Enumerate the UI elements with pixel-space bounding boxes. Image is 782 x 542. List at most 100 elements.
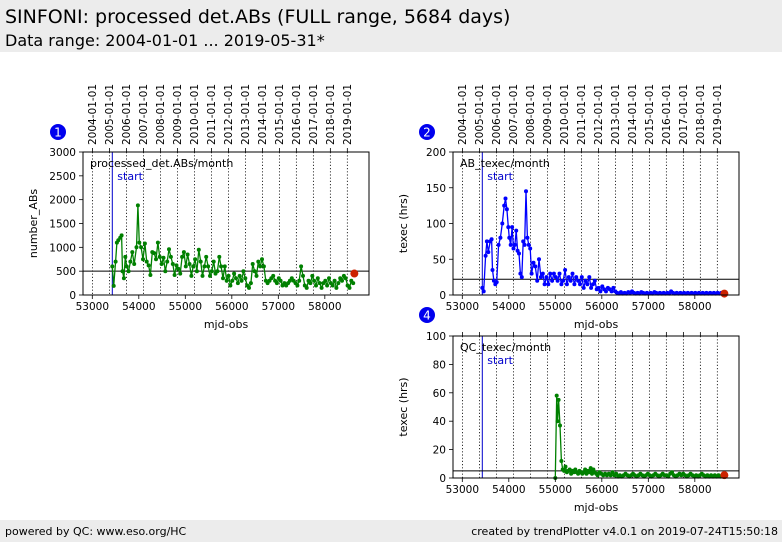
data-point [557,271,562,276]
data-point [295,283,300,288]
y-tick-label: 60 [433,388,446,400]
data-point [596,285,601,290]
data-point [254,273,259,278]
data-point [152,251,157,256]
data-point [256,259,261,264]
y-axis-label: texec (hrs) [397,194,410,253]
data-point [208,273,212,278]
data-point [511,246,516,251]
data-point [578,282,582,287]
data-point [568,278,573,283]
data-point [544,275,549,280]
data-point [315,276,320,281]
x-tick-label: 56000 [585,484,618,496]
data-point [310,273,315,278]
year-tick-label: 2017-01-01 [308,84,320,145]
year-tick-label: 2019-01-01 [342,84,354,145]
data-point [506,225,511,230]
data-point [258,264,263,269]
data-point [206,264,211,269]
data-point [490,268,495,272]
data-point [336,281,341,286]
data-point [585,282,590,287]
data-point [554,393,559,398]
data-point [193,257,198,262]
data-point [519,275,524,280]
y-tick-label: 100 [426,219,446,231]
data-point [570,271,575,276]
data-point [144,259,149,264]
data-point [548,271,553,276]
year-tick-label: 2010-01-01 [559,84,571,145]
data-point [327,276,331,281]
year-tick-label: 2019-01-01 [712,84,724,145]
year-tick-label: 2006-01-01 [121,84,133,145]
x-tick-label: 54000 [492,301,525,313]
data-point [180,254,185,259]
year-tick-label: 2015-01-01 [274,84,286,145]
data-point [139,245,144,250]
data-point [334,285,339,290]
data-point [500,221,505,226]
data-point [215,269,220,274]
y-tick-label: 3000 [49,147,76,159]
y-tick-label: 200 [426,147,446,159]
data-point [522,242,527,247]
data-point [546,282,551,287]
year-tick-label: 2006-01-01 [491,84,503,145]
data-point [161,255,166,260]
data-point [535,278,540,283]
data-point [559,459,564,463]
data-point [157,254,162,259]
data-point [332,278,337,283]
year-tick-label: 2014-01-01 [257,84,269,145]
data-point [514,228,519,233]
footer-powered-by: powered by QC: www.eso.org/HC [5,525,187,538]
data-point [507,235,512,240]
data-point [155,240,160,245]
year-tick-label: 2011-01-01 [576,84,588,145]
data-point [574,275,579,280]
data-point [340,278,344,283]
x-tick-label: 57000 [262,301,295,313]
data-point [319,285,324,290]
x-tick-label: 55000 [169,301,202,313]
panel-badge-number: 2 [423,126,431,140]
data-point [167,247,171,252]
year-tick-label: 2010-01-01 [189,84,201,145]
data-point [610,470,615,475]
year-tick-label: 2007-01-01 [508,84,520,145]
chart-annotation: processed_det.ABs/month [90,157,233,170]
x-tick-label: 55000 [539,484,572,496]
panel-badge-number: 1 [54,126,62,140]
data-point [130,250,135,255]
data-point [550,278,555,283]
data-point [529,271,534,276]
data-point [299,264,304,269]
start-label: start [487,354,513,367]
data-point [583,278,588,283]
y-tick-label: 80 [433,359,446,371]
data-point [494,280,499,285]
data-point [120,269,125,274]
data-point [551,271,556,276]
data-point [325,283,330,288]
data-point [614,471,619,476]
footer-created-by: created by trendPlotter v4.0.1 on 2019-0… [471,525,778,538]
data-point [524,189,528,194]
y-tick-label: 20 [433,445,446,457]
data-point [202,264,207,269]
data-point [483,253,488,258]
data-point [561,278,566,283]
x-tick-label: 53000 [76,301,109,313]
y-tick-label: 100 [426,331,446,343]
y-tick-label: 1000 [49,242,76,254]
data-point [600,284,605,289]
y-tick-label: 2500 [49,171,76,183]
data-point [591,282,595,287]
year-tick-label: 2015-01-01 [644,84,656,145]
year-tick-label: 2013-01-01 [240,84,252,145]
data-point [343,276,348,281]
data-range-subtitle: Data range: 2004-01-01 ... 2019-05-31* [5,31,325,50]
y-axis-label: texec (hrs) [397,377,410,436]
